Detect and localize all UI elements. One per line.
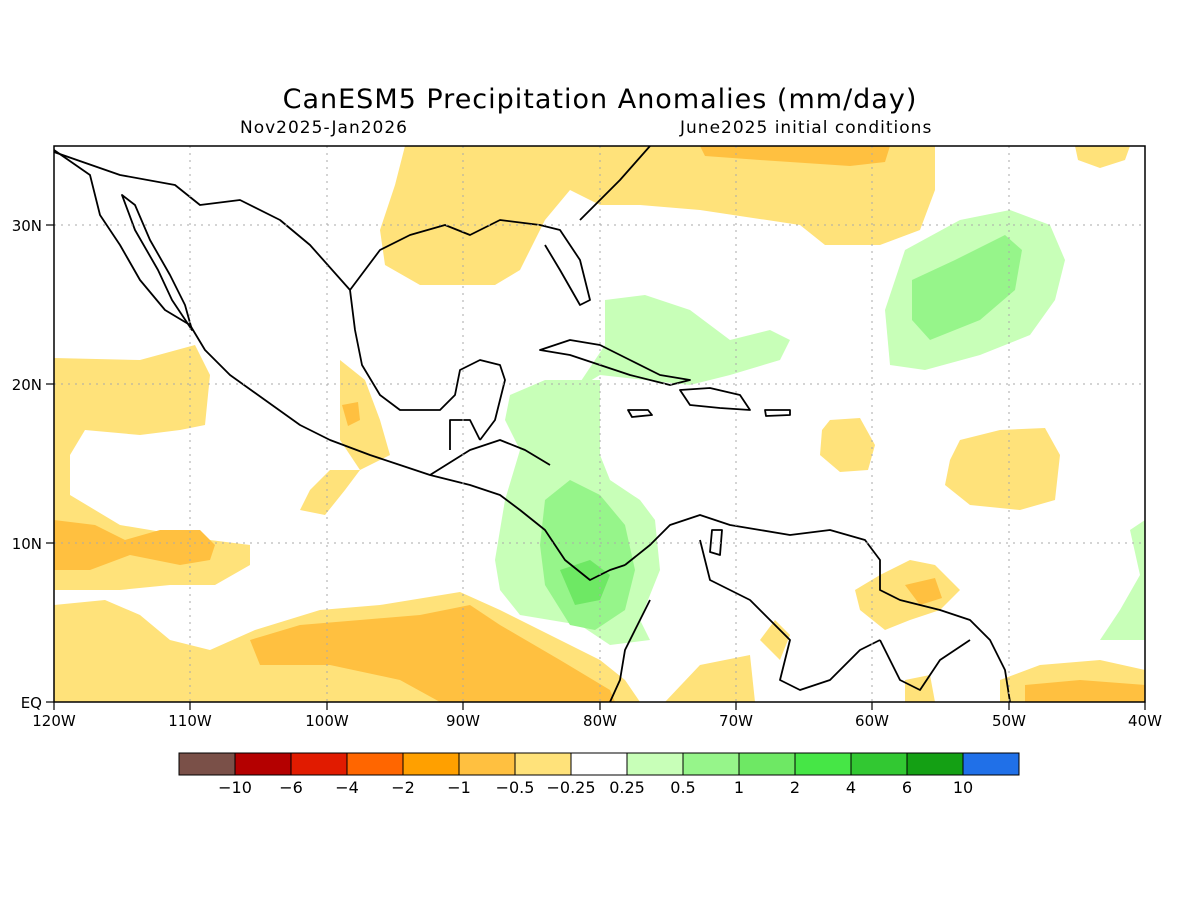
colorbar-swatch <box>682 752 740 776</box>
colorbar-swatch <box>290 752 348 776</box>
coastlines <box>54 146 1011 702</box>
x-tick-label: 80W <box>583 712 617 730</box>
x-tick-label: 110W <box>168 712 212 730</box>
colorbar-label: 0.5 <box>670 778 695 797</box>
colorbar-swatch <box>346 752 404 776</box>
colorbar-label: 10 <box>953 778 973 797</box>
map-title: CanESM5 Precipitation Anomalies (mm/day) <box>282 84 918 115</box>
border-south-america-2 <box>699 539 881 691</box>
colorbar-label: −0.5 <box>496 778 535 797</box>
colorbar-swatch <box>962 752 1020 776</box>
colorbar-swatch <box>178 752 236 776</box>
colorbar-label: 6 <box>902 778 912 797</box>
y-tick-label: 30N <box>12 217 42 235</box>
x-tick-label: 120W <box>32 712 76 730</box>
dry-area-amazon-2 <box>760 620 790 660</box>
y-axis-labels: EQ 10N 20N 30N <box>12 217 42 712</box>
colorbar-label: −6 <box>279 778 303 797</box>
dry-area-amazon <box>665 655 755 702</box>
init-label: June2025 initial conditions <box>680 118 933 138</box>
dry-core-guiana <box>905 578 942 605</box>
dry-core-mexico <box>342 402 360 426</box>
coast-north-america-pacific <box>54 149 626 581</box>
border-central-america <box>429 419 551 476</box>
colorbar-label: 4 <box>846 778 856 797</box>
dry-core-atlantic <box>700 146 890 166</box>
colorbar-swatch <box>850 752 908 776</box>
dry-area-east-pacific <box>54 345 250 590</box>
island-puerto-rico <box>764 409 791 417</box>
dry-area-ne-corner <box>1075 146 1130 168</box>
coast-baja-california <box>121 194 193 331</box>
anomaly-field <box>54 146 1145 702</box>
colorbar-label: 1 <box>734 778 744 797</box>
island-jamaica <box>627 409 653 418</box>
colorbar-swatches <box>178 752 1020 776</box>
x-tick-label: 50W <box>992 712 1026 730</box>
lake-maracaibo <box>709 529 723 556</box>
colorbar-labels: −10 −6 −4 −2 −1 −0.5 −0.25 0.25 0.5 1 2 … <box>218 778 973 797</box>
wet-core-atlantic <box>912 235 1022 340</box>
dry-area-se-us <box>380 146 935 285</box>
dry-core-eq-pacific <box>250 605 615 702</box>
colorbar-label: −4 <box>335 778 359 797</box>
colorbar-label: −2 <box>391 778 415 797</box>
wet-area-bahamas <box>575 295 790 390</box>
colorbar-label: −1 <box>447 778 471 797</box>
colorbar-swatch <box>738 752 796 776</box>
dry-area-mexico <box>300 360 390 515</box>
x-tick-label: 70W <box>719 712 753 730</box>
dry-area-guiana <box>855 560 960 630</box>
y-tick-label: 10N <box>12 535 42 553</box>
island-hispaniola <box>679 387 751 411</box>
colorbar-label: 0.25 <box>609 778 645 797</box>
x-axis-labels: 120W 110W 100W 90W 80W 70W 60W 50W 40W <box>32 712 1162 730</box>
x-tick-label: 60W <box>855 712 889 730</box>
y-tick-label: 20N <box>12 376 42 394</box>
wet-max-panama <box>560 560 610 605</box>
border-south-america-1 <box>609 599 651 702</box>
colorbar-swatch <box>514 752 572 776</box>
colorbar-label: −10 <box>218 778 252 797</box>
colorbar-label: −0.25 <box>546 778 595 797</box>
wet-core-central-america <box>540 480 635 630</box>
colorbar-label: 2 <box>790 778 800 797</box>
grid-lines <box>54 146 1145 702</box>
colorbar-swatch <box>794 752 852 776</box>
colorbar: −10 −6 −4 −2 −1 −0.5 −0.25 0.25 0.5 1 2 … <box>178 752 1020 797</box>
coast-south-america <box>624 514 1011 702</box>
island-cuba <box>539 339 691 386</box>
coast-gulf-of-mexico <box>349 219 591 441</box>
colorbar-swatch <box>906 752 964 776</box>
border-guianas <box>879 639 971 691</box>
colorbar-swatch <box>570 752 628 776</box>
dry-core-eq-west <box>54 520 215 570</box>
dry-area-mid-atlantic <box>945 428 1060 510</box>
colorbar-swatch <box>626 752 684 776</box>
dry-core-north-brazil <box>1025 680 1145 702</box>
x-tick-label: 100W <box>305 712 349 730</box>
colorbar-swatch <box>402 752 460 776</box>
border-us-mexico <box>54 151 351 291</box>
x-tick-label: 90W <box>446 712 480 730</box>
period-label: Nov2025-Jan2026 <box>240 118 408 138</box>
colorbar-swatch <box>458 752 516 776</box>
dry-area-lesser-antilles <box>820 418 875 472</box>
coast-us-atlantic <box>579 146 651 221</box>
x-tick-label: 40W <box>1128 712 1162 730</box>
y-tick-label: EQ <box>21 694 42 712</box>
wet-area-east-atlantic <box>1100 520 1145 640</box>
colorbar-swatch <box>234 752 292 776</box>
tick-marks <box>46 224 1146 710</box>
